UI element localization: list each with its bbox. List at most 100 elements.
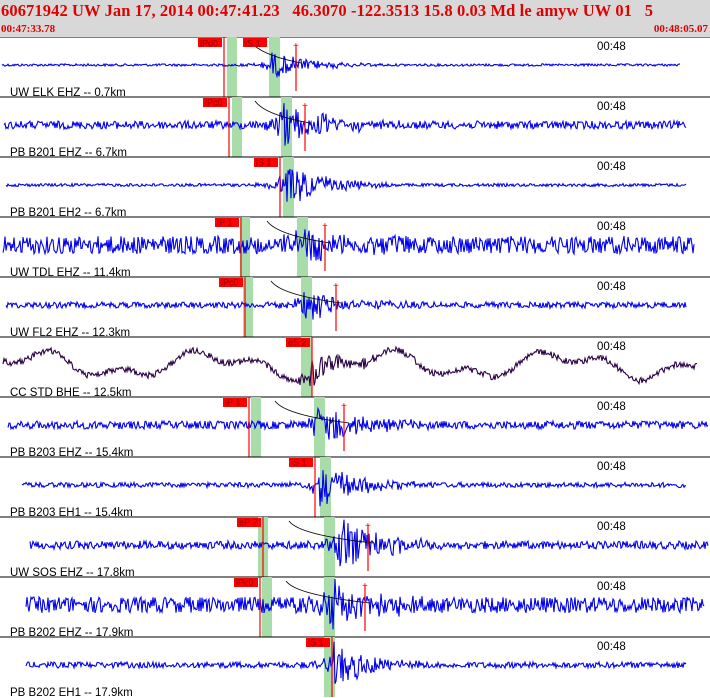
waveform-trace: [5, 168, 687, 202]
station-label: UW ELK EHZ -- 0.7km: [10, 87, 126, 99]
waveform-trace: [25, 641, 687, 684]
phase-pick: iPc0: [234, 577, 261, 637]
phase-pick: iS 1: [289, 457, 316, 517]
amplitude-pick-mark: +: [322, 221, 328, 232]
phase-pick-box: [237, 518, 261, 527]
time-tick-label: 00:48: [597, 161, 626, 173]
s-window-band: [269, 37, 280, 97]
p-window-band: [232, 97, 242, 157]
time-tick-label: 00:48: [597, 461, 626, 473]
trace-row: + iPc0 00:48 UW FL2 EHZ -- 12.3km: [0, 276, 710, 339]
time-tick-label: 00:48: [597, 581, 626, 593]
moveout-curve: [274, 400, 350, 424]
station-label: PB B201 EH2 -- 6.7km: [10, 207, 126, 219]
waveform-trace: [5, 292, 687, 320]
waveform-trace: [2, 345, 698, 386]
phase-pick-box: [203, 98, 227, 107]
seismogram-plot: +00:48 UW ELK EHZ -- 0.7km iS 1 iPd0 + iPc0 00…: [0, 37, 710, 698]
trace-row: iS 1 00:48 PB B201 EH2 -- 6.7km: [0, 156, 710, 219]
phase-pick-label: iS 1: [291, 458, 307, 468]
trace-row: +00:48 UW ELK EHZ -- 0.7km iS 1 iPd0: [0, 37, 710, 99]
phase-pick: [198, 37, 225, 97]
waveform-trace: [7, 406, 709, 440]
phase-pick: iP 1: [215, 217, 242, 277]
waveform-trace: [2, 229, 695, 262]
phase-pick: eS 2: [286, 337, 313, 397]
trace-row: + iP 1 00:48 UW TDL EHZ -- 11.4km: [0, 216, 710, 279]
phase-pick-label: eS 2: [288, 338, 307, 348]
phase-pick-label: iPd0: [200, 39, 218, 49]
phase-pick: iS 1: [306, 637, 333, 697]
amplitude-pick-mark: +: [362, 581, 368, 592]
time-tick-label: 00:48: [597, 101, 626, 113]
station-label: PB B202 EHZ -- 17.9km: [10, 627, 133, 639]
time-tick-label: 00:48: [597, 521, 626, 533]
waveform-trace: [29, 519, 709, 567]
end-time-label: 00:48:05.07: [653, 23, 708, 35]
station-label: PB B203 EH1 -- 15.4km: [10, 507, 133, 519]
event-header: 60671942 UW Jan 17, 2014 00:47:41.23 46.…: [0, 0, 710, 37]
trace-row: + iPc0 00:48 PB B202 EHZ -- 17.9km: [0, 576, 710, 639]
phase-pick-box: [234, 578, 258, 587]
trace-row: + iP 1 00:48 PB B203 EHZ -- 15.4km: [0, 396, 710, 459]
phase-pick: iPc0: [203, 97, 230, 157]
phase-pick-box: [286, 338, 310, 347]
phase-pick-label: iPc0: [221, 278, 239, 288]
s-window-band: [301, 337, 312, 397]
s-window-band: [314, 397, 325, 457]
p-window-band: [227, 37, 237, 97]
moveout-curve: [254, 100, 311, 124]
time-tick-label: 00:48: [597, 41, 626, 53]
trace-row: iS 1 00:48 PB B202 EH1 -- 17.9km: [0, 636, 710, 698]
waveform-trace: [3, 103, 687, 146]
station-label: UW TDL EHZ -- 11.4km: [10, 267, 131, 279]
phase-pick-label: iS 1: [245, 39, 261, 49]
amplitude-pick-mark: +: [333, 281, 339, 292]
start-time-label: 00:47:33.78: [1, 23, 56, 35]
phase-pick: iP 1: [223, 397, 250, 457]
phase-pick-label: iPc0: [205, 98, 223, 108]
moveout-curve: [288, 520, 374, 544]
phase-pick-label: eP 2: [239, 518, 257, 528]
amplitude-pick-mark: +: [341, 401, 347, 412]
phase-pick-box: [198, 38, 222, 47]
phase-pick-box: [243, 38, 267, 47]
phase-pick-box: [254, 158, 278, 167]
phase-pick-label: iP 1: [217, 218, 232, 228]
station-label: UW SOS EHZ -- 17.8km: [10, 567, 135, 579]
amplitude-pick-mark: +: [302, 101, 308, 112]
phase-pick-box: [215, 218, 239, 227]
phase-pick-label: iP 1: [225, 398, 240, 408]
event-title: 60671942 UW Jan 17, 2014 00:47:41.23 46.…: [1, 1, 654, 20]
phase-pick: iPc0: [219, 277, 246, 337]
station-label: PB B201 EHZ -- 6.7km: [10, 147, 127, 159]
s-window-band: [283, 157, 294, 217]
station-label: UW FL2 EHZ -- 12.3km: [10, 327, 130, 339]
trace-row: iS 1 00:48 PB B203 EH1 -- 15.4km: [0, 456, 710, 519]
moveout-curve: [266, 220, 331, 244]
phase-pick-box: [289, 458, 313, 467]
moveout-curve: [285, 580, 371, 604]
station-label: CC STD BHE -- 12.5km: [10, 387, 131, 399]
s-window-band: [324, 637, 335, 697]
moveout-curve: [270, 280, 342, 304]
phase-pick-box: [306, 638, 330, 647]
phase-pick: eP 2: [237, 517, 264, 577]
station-label: PB B202 EH1 -- 17.9km: [10, 687, 133, 698]
phase-pick-box: [219, 278, 243, 287]
time-tick-label: 00:48: [597, 221, 626, 233]
amplitude-pick-mark: +: [365, 521, 371, 532]
p-window-band: [243, 277, 253, 337]
phase-pick-box: [223, 398, 247, 407]
phase-pick-label: iS 1: [308, 638, 324, 648]
waveform-trace: [1, 52, 681, 79]
trace-row: + iPc0 00:48 PB B201 EHZ -- 6.7km: [0, 96, 710, 159]
amplitude-pick-mark: +: [293, 41, 299, 52]
phase-pick: iS 1: [254, 157, 281, 217]
trace-row: + eP 2 00:48 UW SOS EHZ -- 17.8km: [0, 516, 710, 579]
waveform-trace: [21, 470, 687, 507]
time-tick-label: 00:48: [597, 401, 626, 413]
phase-pick-label: iS 1: [256, 158, 272, 168]
phase-pick-label: iPc0: [236, 578, 254, 588]
trace-row: eS 2 00:48 CC STD BHE -- 12.5km: [0, 336, 710, 399]
